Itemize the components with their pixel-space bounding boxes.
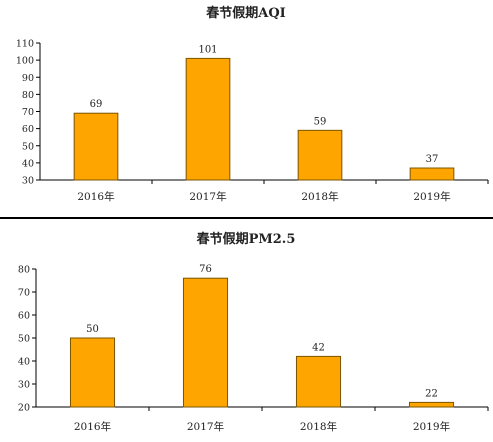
category-label: 2018年 xyxy=(301,190,338,203)
bar-2018年 xyxy=(297,129,343,181)
y-tick-label: 100 xyxy=(16,56,34,67)
chart-aqi: 春节假期AQI 30 40 50 60 70 80 90 100 110 69 2016年 101 20… xyxy=(16,5,489,203)
data-label: 69 xyxy=(90,99,103,110)
bar-2019年 xyxy=(408,401,455,408)
chart-pm25: 春节假期PM2.5 20 30 40 50 60 70 80 50 2016年 76 2017年 42… xyxy=(18,231,489,433)
y-tick-label: 90 xyxy=(22,73,34,84)
bar-2018年 xyxy=(295,355,342,408)
y-tick-label: 30 xyxy=(18,380,30,391)
y-tick-label: 50 xyxy=(18,334,30,345)
data-label: 76 xyxy=(199,264,212,275)
y-tick-label: 70 xyxy=(22,107,34,118)
y-tick-label: 110 xyxy=(16,39,34,50)
data-label: 101 xyxy=(198,44,217,55)
category-label: 2018年 xyxy=(300,420,337,433)
category-label: 2017年 xyxy=(189,190,226,203)
category-label: 2019年 xyxy=(413,420,450,433)
y-tick-label: 60 xyxy=(22,124,34,135)
y-tick-label: 80 xyxy=(18,265,30,276)
y-tick-label: 40 xyxy=(22,158,34,169)
bar-2017年 xyxy=(185,57,231,181)
category-label: 2016年 xyxy=(74,420,111,433)
y-tick-label: 60 xyxy=(18,311,30,322)
data-label: 37 xyxy=(426,154,439,165)
y-tick-label: 20 xyxy=(18,403,30,414)
category-label: 2019年 xyxy=(413,190,450,203)
y-tick-label: 70 xyxy=(18,288,30,299)
data-label: 50 xyxy=(86,324,99,335)
category-label: 2017年 xyxy=(187,420,224,433)
y-tick-label: 40 xyxy=(18,357,30,368)
y-tick-label: 80 xyxy=(22,90,34,101)
data-label: 22 xyxy=(425,388,438,399)
category-label: 2016年 xyxy=(77,190,114,203)
bar-2016年 xyxy=(69,337,116,408)
data-label: 42 xyxy=(312,342,325,353)
bar-2016年 xyxy=(73,112,119,181)
y-tick-label: 50 xyxy=(22,141,34,152)
chart-title: 春节假期PM2.5 xyxy=(196,231,296,247)
bar-2019年 xyxy=(409,167,455,181)
y-tick-label: 30 xyxy=(22,176,34,187)
bar-2017年 xyxy=(182,277,229,408)
chart-title: 春节假期AQI xyxy=(205,5,286,21)
data-label: 59 xyxy=(314,116,327,127)
